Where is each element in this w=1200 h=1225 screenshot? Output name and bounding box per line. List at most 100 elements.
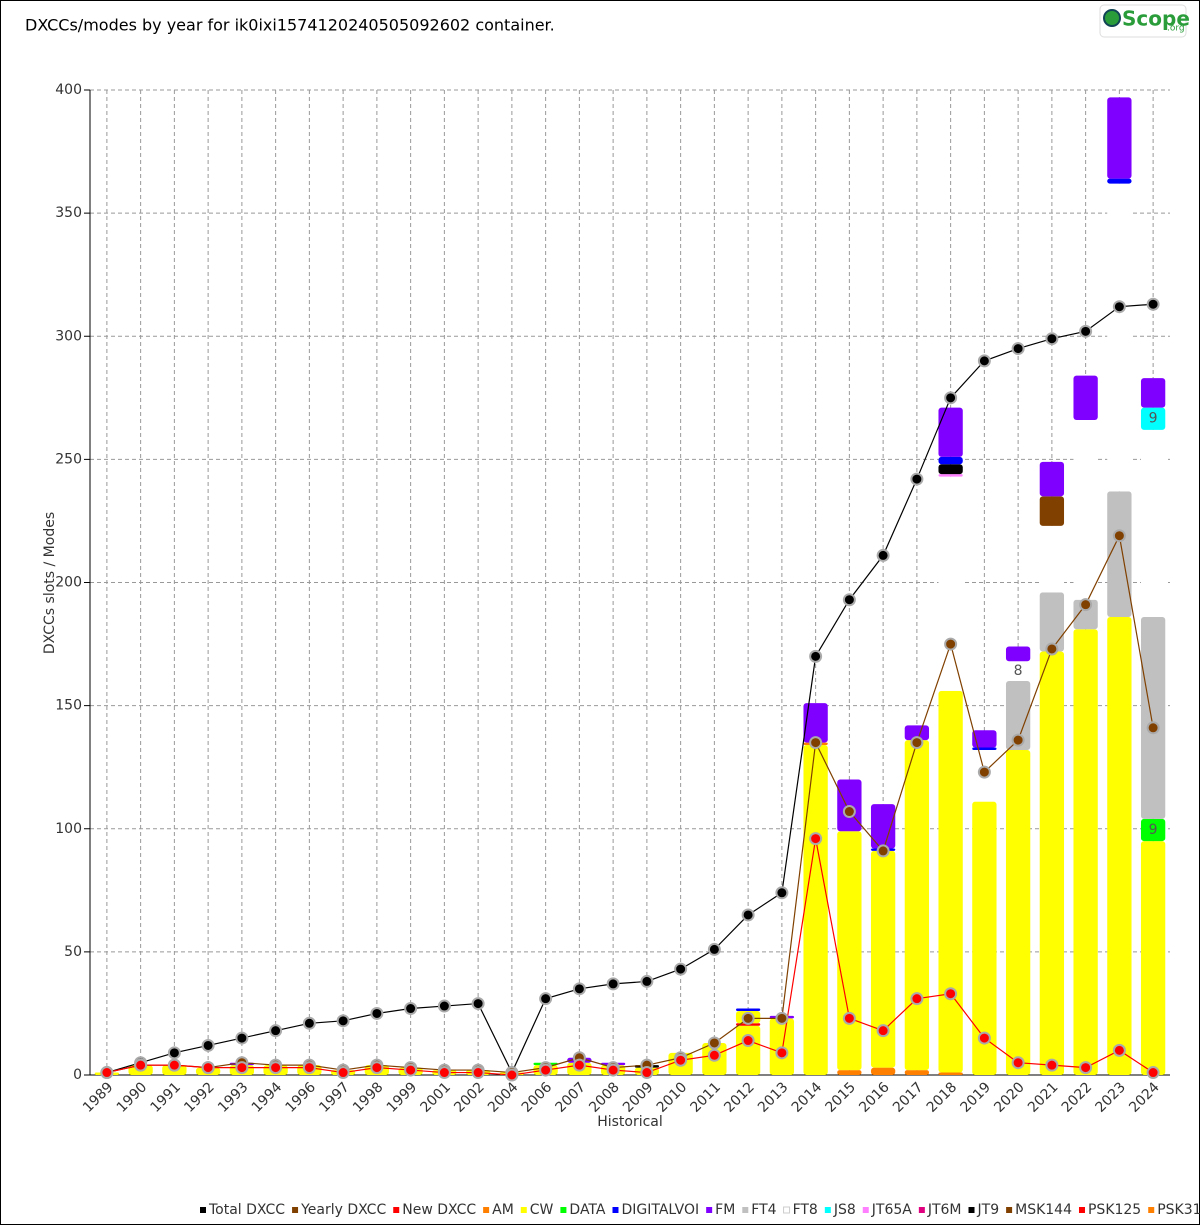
legend-label: FT8	[793, 1202, 818, 1218]
line-marker	[404, 1063, 418, 1077]
line-marker	[1079, 324, 1093, 338]
legend-swatch	[706, 1207, 713, 1213]
line-marker	[302, 1061, 316, 1075]
legend-label: New DXCC	[402, 1202, 476, 1218]
bar-segment	[972, 747, 997, 750]
bar-segment	[1039, 592, 1065, 652]
legend-swatch	[1078, 1207, 1085, 1213]
legend-swatch	[483, 1207, 490, 1213]
legend-swatch	[742, 1207, 749, 1213]
line-marker	[100, 1066, 114, 1080]
bar-segment	[1140, 616, 1166, 819]
legend-label: PSK125	[1088, 1202, 1141, 1218]
bar-segment	[1140, 378, 1166, 408]
legend-label: JS8	[833, 1202, 856, 1218]
line-marker	[1112, 300, 1126, 314]
line-marker	[606, 1063, 620, 1077]
logo-text: Scope	[1122, 7, 1190, 31]
line-marker	[842, 805, 856, 819]
bar-segment	[904, 740, 930, 1071]
bar-segment	[1140, 818, 1166, 842]
bar-segment	[904, 725, 930, 741]
line-marker	[235, 1031, 249, 1045]
legend-swatch	[520, 1207, 527, 1213]
line-marker	[775, 1046, 789, 1060]
line-marker	[1011, 733, 1025, 747]
bar-segment	[938, 474, 963, 477]
legend-swatch	[862, 1207, 869, 1213]
legend-label: CW	[530, 1202, 554, 1218]
line-marker	[674, 1053, 688, 1067]
bar-segment	[1107, 97, 1132, 179]
bar-segment	[1140, 407, 1166, 430]
bar-segment	[1107, 491, 1132, 617]
line-marker	[741, 908, 755, 922]
line-marker	[572, 1058, 586, 1072]
line-marker	[842, 1011, 856, 1025]
bar-segment	[837, 831, 862, 1071]
legend-label: Total DXCC	[208, 1202, 285, 1218]
y-tick-label: 350	[55, 205, 82, 221]
line-marker	[404, 1002, 418, 1016]
line-marker	[707, 1048, 721, 1062]
line-marker	[1079, 598, 1093, 612]
bar-segment	[938, 407, 963, 457]
line-marker	[775, 886, 789, 900]
y-axis-label: DXCCs slots / Modes	[42, 512, 58, 654]
legend-swatch	[560, 1207, 567, 1213]
line-marker	[1146, 1066, 1160, 1080]
legend-label: JT9	[977, 1202, 1000, 1218]
legend-swatch	[824, 1207, 831, 1213]
legend-label: MSK144	[1015, 1202, 1072, 1218]
line-marker	[471, 1066, 485, 1080]
line-marker	[944, 391, 958, 405]
bar-segment	[1107, 616, 1132, 1075]
y-tick-label: 0	[73, 1067, 82, 1083]
y-tick-label: 150	[55, 698, 82, 714]
bar-segment	[1073, 375, 1098, 420]
bar-segment	[1140, 841, 1166, 1075]
line-marker	[167, 1046, 181, 1060]
line-marker	[977, 354, 991, 368]
bar-segment	[972, 801, 997, 1075]
line-marker	[167, 1058, 181, 1072]
bar-segment	[735, 1008, 761, 1011]
bar-segment	[1107, 178, 1132, 184]
line-marker	[572, 982, 586, 996]
line-marker	[910, 736, 924, 750]
line-marker	[876, 844, 890, 858]
line-marker	[640, 1066, 654, 1080]
legend-label: PSK31	[1157, 1202, 1200, 1218]
bar-segment	[1107, 183, 1132, 492]
line-marker	[1146, 721, 1160, 735]
logo-box	[1099, 4, 1187, 38]
line-marker	[1045, 1058, 1059, 1072]
legend-label: JT6M	[927, 1202, 962, 1218]
line-marker	[134, 1058, 148, 1072]
y-tick-label: 100	[55, 821, 82, 837]
bar-segment	[870, 1067, 896, 1075]
value-label: 9	[1149, 822, 1158, 838]
line-marker	[741, 1034, 755, 1048]
bar-segment	[938, 456, 963, 465]
bar-segment	[1039, 461, 1065, 497]
bar-segment	[972, 730, 997, 748]
line-marker	[201, 1061, 215, 1075]
line-marker	[775, 1011, 789, 1025]
legend-swatch	[292, 1207, 299, 1213]
bar-segment	[870, 850, 896, 1068]
bar-segment	[803, 703, 828, 743]
line-marker	[606, 977, 620, 991]
bar-segment	[837, 1070, 862, 1075]
line-marker	[977, 1031, 991, 1045]
bar-segment	[1039, 525, 1065, 593]
logo-suffix: .org	[1167, 24, 1185, 34]
legend-swatch	[1148, 1207, 1155, 1213]
value-label: 9	[1149, 411, 1158, 427]
logo: Scope .org	[1099, 4, 1190, 38]
line-marker	[640, 974, 654, 988]
legend-swatch	[783, 1206, 791, 1214]
line-marker	[809, 649, 823, 663]
